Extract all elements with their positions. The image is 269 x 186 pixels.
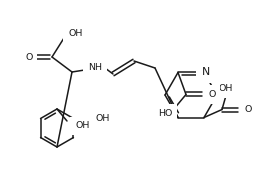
- Text: OH: OH: [219, 84, 233, 93]
- Text: OH: OH: [95, 114, 110, 123]
- Text: O: O: [25, 52, 33, 62]
- Text: OH: OH: [75, 121, 89, 131]
- Text: N: N: [202, 68, 210, 78]
- Text: O: O: [244, 105, 251, 114]
- Text: HO: HO: [158, 109, 172, 118]
- Text: OH: OH: [68, 28, 82, 38]
- Text: NH: NH: [88, 62, 102, 71]
- Text: O: O: [208, 90, 215, 99]
